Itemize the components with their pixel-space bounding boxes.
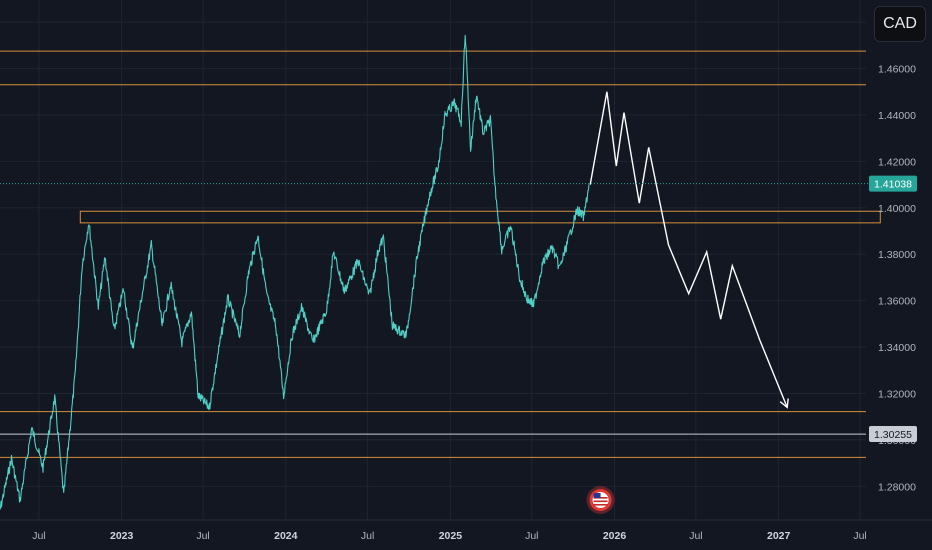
price-tags: 1.41038 1.30255 [0, 175, 917, 442]
price-tag [869, 425, 917, 442]
us-flag-icon[interactable] [586, 486, 615, 514]
flag-stripe [593, 500, 608, 503]
price-line [0, 34, 590, 510]
x-tick-label: 2025 [439, 530, 463, 542]
x-tick-label: 2027 [767, 530, 791, 542]
projection-arrowhead [779, 398, 789, 409]
price-tag-label: 1.30255 [874, 429, 912, 441]
price-series [0, 34, 789, 510]
y-tick-label: 1.38000 [878, 249, 916, 261]
currency-label[interactable]: CAD [874, 6, 926, 42]
y-tick-label: 1.42000 [878, 156, 916, 168]
projection-path [589, 91, 788, 408]
y-tick-label: 1.34000 [878, 342, 916, 354]
y-tick-label: 1.32000 [878, 388, 916, 400]
y-tick-label: 1.46000 [878, 63, 916, 75]
y-tick-label: 1.36000 [878, 296, 916, 308]
y-tick-label: 1.44000 [878, 110, 916, 122]
flag-canton [593, 493, 601, 498]
x-tick-label: Jul [196, 530, 209, 542]
x-tick-label: Jul [525, 530, 538, 542]
x-tick-label: Jul [853, 530, 866, 542]
x-tick-label: 2023 [110, 530, 134, 542]
price-tag [869, 175, 917, 192]
price-axis[interactable]: 1.280001.300001.320001.340001.360001.380… [878, 17, 916, 493]
x-tick-label: Jul [361, 530, 374, 542]
x-tick-label: 2026 [603, 530, 627, 542]
flag-stripe [593, 504, 608, 506]
event-markers[interactable] [586, 486, 615, 514]
x-tick-label: Jul [689, 530, 702, 542]
x-tick-label: 2024 [274, 530, 298, 542]
price-tag-label: 1.41038 [874, 179, 912, 191]
currency-label-text: CAD [883, 15, 917, 32]
horizontal-levels [0, 50, 881, 458]
chart-grid [0, 0, 866, 520]
time-axis[interactable]: Jul 2023 Jul 2024 Jul 2025 Jul 2026 Jul 2027 Jul [0, 519, 932, 542]
y-tick-label: 1.40000 [878, 203, 916, 215]
x-tick-label: Jul [32, 530, 45, 542]
y-tick-label: 1.28000 [878, 481, 916, 493]
resistance-zone [79, 210, 881, 224]
